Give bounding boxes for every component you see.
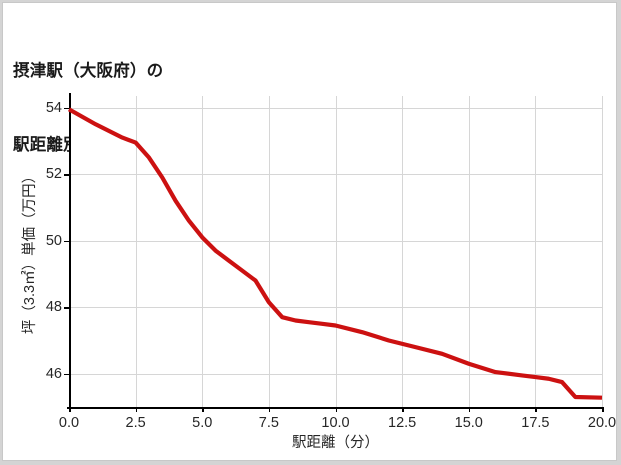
x-tick-label: 12.5 — [388, 415, 417, 431]
y-tick-label: 54 — [45, 99, 62, 116]
gridline-x-10 — [335, 96, 337, 407]
land-price-line-series — [67, 107, 603, 400]
y-axis-line — [69, 93, 72, 410]
gridline-x-5 — [202, 96, 204, 407]
y-tick-mark — [64, 174, 69, 176]
x-tick-label: 7.5 — [258, 415, 279, 431]
gridline-x-2.5 — [135, 96, 137, 407]
x-axis-label: 駅距離（分） — [292, 435, 379, 451]
x-tick-label: 0.0 — [58, 415, 80, 431]
gridline-x-20 — [602, 96, 603, 407]
x-tick-label: 20.0 — [587, 415, 617, 431]
gridline-x-12.5 — [402, 96, 404, 407]
x-tick-mark — [602, 407, 604, 412]
x-tick-mark — [468, 407, 471, 412]
y-tick-mark — [64, 107, 69, 110]
x-tick-mark — [535, 407, 537, 412]
x-tick-mark — [69, 407, 71, 412]
gridline-x-17.5 — [535, 96, 537, 407]
y-tick-label: 48 — [45, 299, 62, 316]
y-axis-label: 坪（3.3㎡）単価（万円） — [21, 168, 38, 335]
x-tick-mark — [335, 407, 338, 412]
y-tick-label: 46 — [45, 365, 62, 382]
x-tick-label: 2.5 — [125, 415, 146, 431]
x-tick-label: 17.5 — [521, 415, 550, 431]
x-tick-label: 5.0 — [192, 415, 213, 431]
x-tick-label: 15.0 — [454, 415, 483, 431]
y-tick-mark — [64, 373, 69, 376]
chart-title-line-1: 摂津駅（大阪府）の — [13, 61, 164, 80]
y-tick-mark — [64, 307, 69, 309]
gridline-x-15 — [468, 96, 470, 407]
x-tick-mark — [202, 407, 204, 412]
y-tick-label: 52 — [45, 166, 62, 183]
plot-area: 46 48 50 52 54 0.0 2.5 5.0 7.5 10.0 12.5 15.0 17.5 2… — [46, 93, 616, 431]
x-tick-label: 10.0 — [321, 415, 350, 431]
x-tick-mark — [402, 407, 404, 412]
y-tick-mark — [64, 240, 69, 243]
gridline-x-7.5 — [268, 96, 270, 407]
x-tick-mark — [268, 407, 271, 412]
x-tick-mark — [135, 407, 138, 412]
y-tick-label: 50 — [45, 232, 62, 249]
